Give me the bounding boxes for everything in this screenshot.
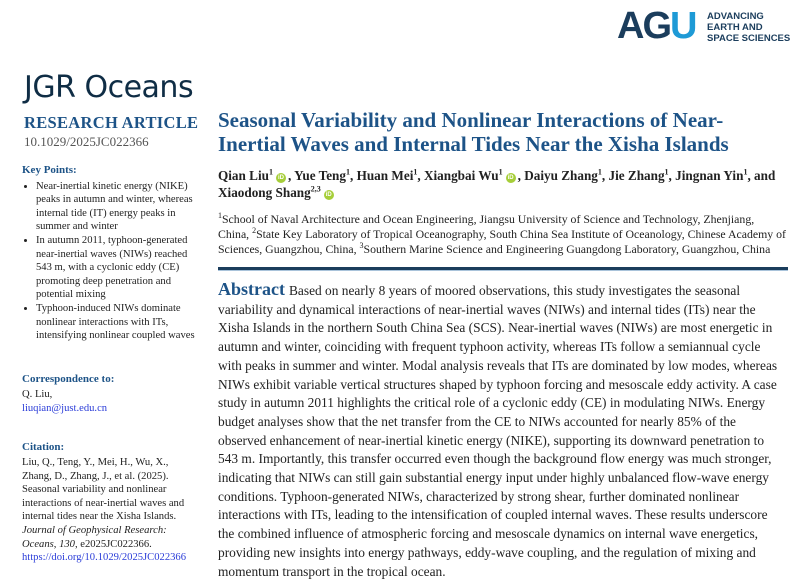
- author: Daiyu Zhang1,: [524, 167, 609, 183]
- author-list: Qian Liu1iD, Yue Teng1, Huan Mei1, Xiang…: [218, 167, 788, 201]
- orcid-icon[interactable]: iD: [505, 173, 516, 183]
- abstract: Abstract Based on nearly 8 years of moore…: [218, 280, 784, 581]
- key-point: In autumn 2011, typhoon-generated near-i…: [36, 234, 200, 302]
- article-title: Seasonal Variability and Nonlinear Inter…: [218, 108, 729, 156]
- affiliation: 3Southern Marine Science and Engineering…: [359, 241, 771, 256]
- sidebar: Key Points: Near-inertial kinetic energy…: [22, 164, 200, 565]
- abstract-heading: Abstract: [218, 279, 285, 299]
- agu-logo: AGU ADVANCING EARTH AND SPACE SCIENCES: [617, 6, 797, 46]
- section-divider: [218, 267, 788, 270]
- author: Xiangbai Wu1iD,: [423, 167, 525, 183]
- author: Huan Mei1,: [356, 167, 424, 183]
- abstract-text: Based on nearly 8 years of moored observ…: [218, 283, 778, 579]
- affiliation: 1School of Naval Architecture and Ocean …: [218, 211, 755, 241]
- article-doi: 10.1029/2025JC022366: [24, 134, 149, 149]
- author: Jingnan Yin1, and: [675, 167, 776, 183]
- affiliations: 1School of Naval Architecture and Ocean …: [218, 212, 788, 257]
- agu-tagline: ADVANCING EARTH AND SPACE SCIENCES: [707, 11, 791, 44]
- orcid-icon[interactable]: iD: [275, 173, 286, 183]
- key-point: Near-inertial kinetic energy (NIKE) peak…: [36, 180, 200, 234]
- citation-doi-link[interactable]: https://doi.org/10.1029/2025JC022366: [22, 552, 187, 564]
- correspondence-name: Q. Liu,: [22, 389, 53, 401]
- citation-heading: Citation:: [22, 440, 65, 453]
- agu-logo-mark: AGU: [617, 5, 697, 47]
- correspondence-heading: Correspondence to:: [22, 372, 115, 385]
- journal-name: JGR Oceans: [24, 70, 194, 105]
- author: Yue Teng1,: [294, 167, 357, 183]
- orcid-icon[interactable]: iD: [323, 190, 334, 200]
- citation-text: Liu, Q., Teng, Y., Mei, H., Wu, X., Zhan…: [22, 457, 185, 550]
- author: Qian Liu1iD,: [218, 167, 295, 183]
- key-points-list: Near-inertial kinetic energy (NIKE) peak…: [22, 180, 200, 343]
- key-points-heading: Key Points:: [22, 164, 77, 176]
- key-point: Typhoon-induced NIWs dominate nonlinear …: [36, 302, 200, 343]
- correspondence-email[interactable]: liuqian@just.edu.cn: [22, 402, 108, 414]
- section-divider-light: [218, 270, 788, 271]
- author: Xiaodong Shang2,3iD: [218, 184, 334, 200]
- article-type: RESEARCH ARTICLE: [24, 113, 199, 132]
- affiliation: 2State Key Laboratory of Tropical Oceano…: [218, 226, 786, 256]
- author: Jie Zhang1,: [608, 167, 676, 183]
